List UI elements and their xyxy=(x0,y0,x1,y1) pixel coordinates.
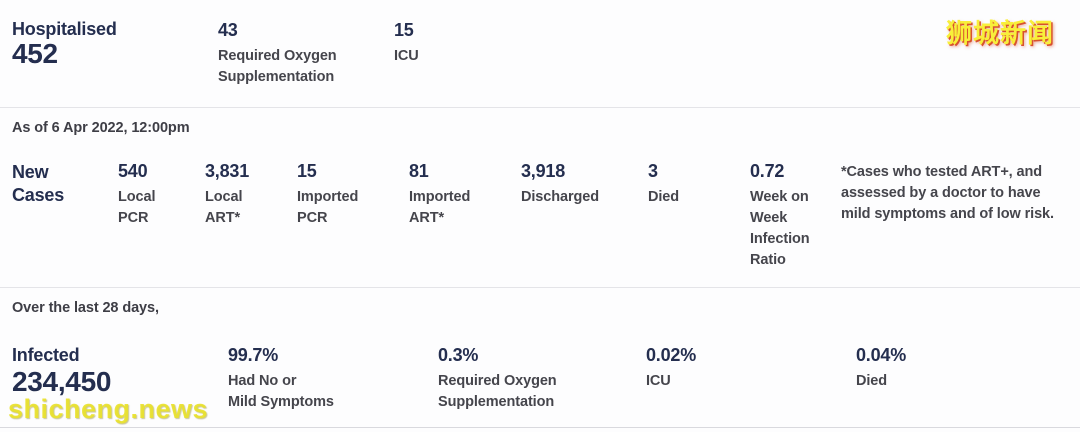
stat-value: 43 xyxy=(218,20,238,40)
stat-week-on-week-ratio: 0.72 Week on Week Infection Ratio xyxy=(750,161,835,271)
stat-local-art: 3,831 Local ART* xyxy=(205,161,275,229)
stat-value: 540 xyxy=(118,161,148,181)
stat-no-mild-symptoms: 99.7% Had No or Mild Symptoms xyxy=(228,345,368,413)
stat-label: Discharged xyxy=(521,189,599,205)
stat-value: 0.04% xyxy=(856,345,907,365)
stat-label: Had No or Mild Symptoms xyxy=(228,373,334,410)
stat-value: 0.3% xyxy=(438,345,479,365)
stat-died-28d: 0.04% Died xyxy=(856,345,936,392)
stat-label: ICU xyxy=(394,48,419,64)
stat-label: Died xyxy=(648,189,680,205)
stat-value: 3,918 xyxy=(521,161,566,181)
stat-local-pcr: 540 Local PCR xyxy=(118,161,188,229)
infected-value: 234,450 xyxy=(12,366,112,397)
stat-label: Local PCR xyxy=(118,189,156,226)
stat-died-new: 3 Died xyxy=(648,161,708,208)
stat-value: 81 xyxy=(409,161,429,181)
stat-label: Required Oxygen Supplementation xyxy=(438,373,557,410)
watermark-shicheng-news: shicheng.news xyxy=(8,394,209,424)
stat-icu-hospitalised: 15 ICU xyxy=(394,20,484,67)
stat-required-oxygen-28d: 0.3% Required Oxygen Supplementation xyxy=(438,345,603,413)
stat-label: ICU xyxy=(646,373,671,389)
stat-label: Imported PCR xyxy=(297,189,359,226)
stat-label: Died xyxy=(856,373,888,389)
watermark-shicheng-chinese: 狮城新闻 xyxy=(946,18,1055,48)
stat-value: 0.02% xyxy=(646,345,697,365)
stat-imported-art: 81 Imported ART* xyxy=(409,161,499,229)
divider-top xyxy=(0,107,1080,108)
stat-icu-28d: 0.02% ICU xyxy=(646,345,726,392)
hospitalised-label: Hospitalised xyxy=(12,19,117,39)
stat-required-oxygen-hospitalised: 43 Required Oxygen Supplementation xyxy=(218,20,378,88)
art-footnote: *Cases who tested ART+, and assessed by … xyxy=(841,164,1054,222)
infected-label: Infected xyxy=(12,345,80,365)
stat-value: 15 xyxy=(297,161,317,181)
divider-middle xyxy=(0,287,1080,288)
stat-imported-pcr: 15 Imported PCR xyxy=(297,161,387,229)
stat-label: Week on Week Infection Ratio xyxy=(750,189,810,268)
stat-label: Imported ART* xyxy=(409,189,471,226)
stat-label: Required Oxygen Supplementation xyxy=(218,48,337,85)
hospitalised-value: 452 xyxy=(12,38,58,69)
stat-value: 0.72 xyxy=(750,161,785,181)
stat-value: 99.7% xyxy=(228,345,279,365)
stat-value: 3,831 xyxy=(205,161,250,181)
stat-value: 15 xyxy=(394,20,414,40)
last-28-days-heading: Over the last 28 days, xyxy=(12,300,159,316)
stat-label: Local ART* xyxy=(205,189,243,226)
divider-bottom xyxy=(0,427,1080,428)
stat-discharged: 3,918 Discharged xyxy=(521,161,631,208)
as-of-timestamp: As of 6 Apr 2022, 12:00pm xyxy=(12,120,190,136)
new-cases-label: New Cases xyxy=(12,162,65,205)
stat-value: 3 xyxy=(648,161,658,181)
